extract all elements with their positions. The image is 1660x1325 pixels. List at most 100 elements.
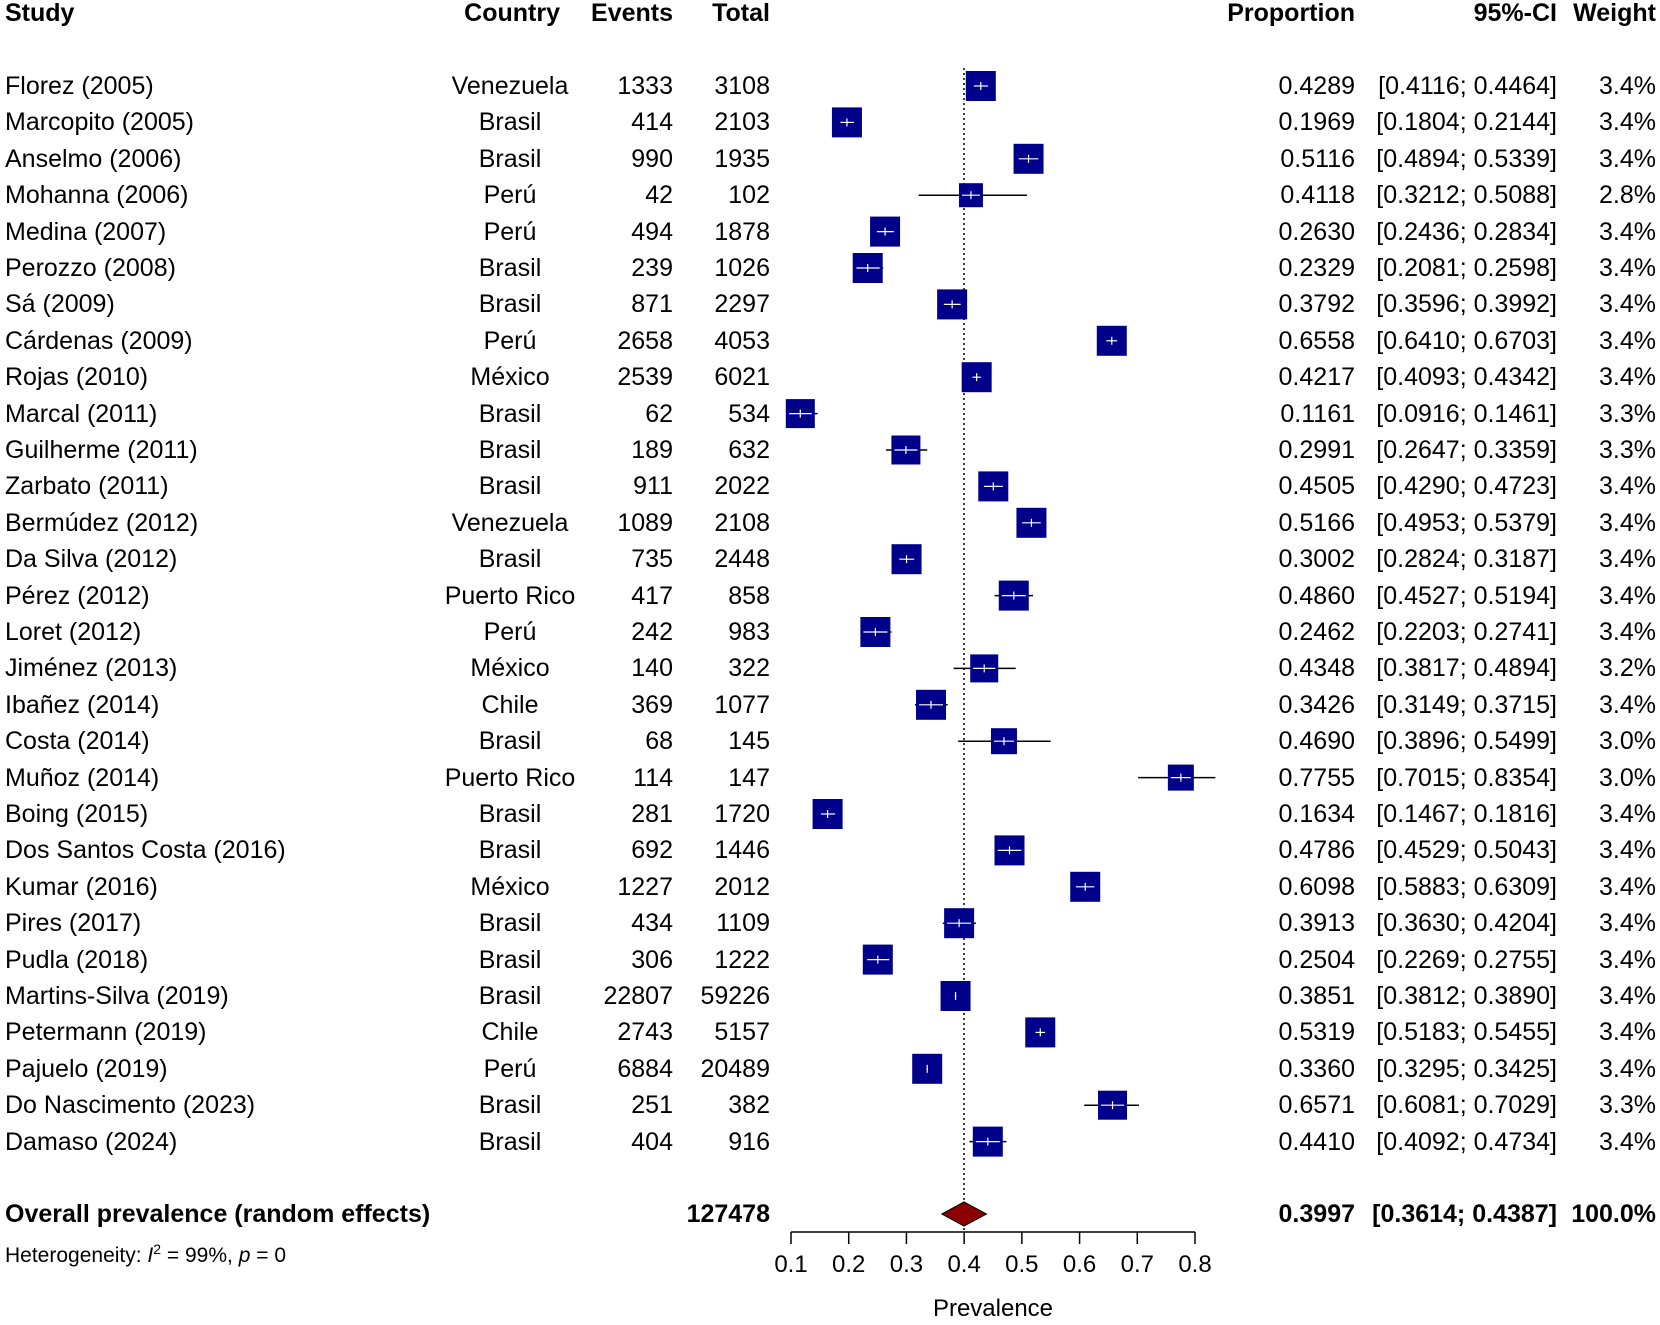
row-total: 2297 (714, 290, 770, 318)
heterogeneity-middle: = 99%, (161, 1244, 239, 1267)
row-ci: [0.5183; 0.5455] (1376, 1018, 1557, 1046)
row-proportion: 0.4786 (1278, 836, 1355, 864)
row-proportion: 0.4118 (1280, 181, 1355, 209)
heterogeneity: Heterogeneity: I2 = 99%, p = 0 (5, 1234, 286, 1271)
row-country: Brasil (478, 145, 542, 173)
row-events: 871 (631, 290, 673, 318)
header-country: Country (464, 0, 560, 27)
row-events: 114 (633, 764, 673, 792)
row-study: Bermúdez (2012) (5, 509, 199, 537)
row-weight: 3.4% (1599, 509, 1656, 537)
row-country: Chile (481, 691, 539, 719)
x-tick-label: 0.6 (1063, 1251, 1096, 1278)
row-total: 1109 (716, 909, 770, 937)
row-study: Perozzo (2008) (5, 254, 176, 282)
row-events: 735 (631, 545, 673, 573)
row-events: 42 (645, 181, 673, 209)
heterogeneity-suffix: = 0 (250, 1244, 287, 1267)
row-total: 1446 (714, 836, 770, 864)
row-ci: [0.2269; 0.2755] (1376, 946, 1557, 974)
row-weight: 3.4% (1599, 290, 1656, 318)
row-events: 251 (631, 1091, 673, 1119)
row-proportion: 0.6558 (1278, 327, 1355, 355)
row-events: 417 (631, 582, 673, 610)
row-study: Marcopito (2005) (5, 108, 194, 136)
row-ci: [0.3295; 0.3425] (1376, 1055, 1557, 1083)
row-ci: [0.4953; 0.5379] (1376, 509, 1557, 537)
row-total: 983 (728, 618, 770, 646)
row-weight: 3.4% (1599, 1128, 1656, 1156)
row-ci: [0.5883; 0.6309] (1376, 873, 1557, 901)
header-proportion: Proportion (1227, 0, 1355, 27)
row-proportion: 0.1969 (1278, 108, 1355, 136)
row-proportion: 0.4217 (1278, 363, 1355, 391)
row-proportion: 0.5166 (1278, 509, 1355, 537)
overall-ci: [0.3614; 0.4387] (1372, 1200, 1557, 1228)
row-weight: 3.4% (1599, 800, 1656, 828)
row-events: 189 (631, 436, 673, 464)
row-ci: [0.2647; 0.3359] (1376, 436, 1557, 464)
x-tick-label: 0.1 (774, 1251, 807, 1278)
row-weight: 3.2% (1599, 654, 1656, 682)
row-weight: 3.4% (1599, 72, 1656, 100)
row-events: 494 (631, 218, 673, 246)
row-ci: [0.4527; 0.5194] (1376, 582, 1557, 610)
row-proportion: 0.1634 (1278, 800, 1355, 828)
row-weight: 3.0% (1599, 727, 1656, 755)
row-ci: [0.1467; 0.1816] (1376, 800, 1557, 828)
row-total: 1878 (714, 218, 770, 246)
x-tick-label: 0.4 (947, 1251, 980, 1278)
row-proportion: 0.4860 (1278, 582, 1355, 610)
row-events: 22807 (603, 982, 673, 1010)
x-axis-label: Prevalence (933, 1295, 1053, 1322)
row-events: 239 (631, 254, 673, 282)
row-proportion: 0.3426 (1278, 691, 1355, 719)
row-study: Boing (2015) (5, 800, 149, 828)
row-country: Brasil (478, 1091, 542, 1119)
row-events: 62 (645, 400, 673, 428)
row-study: Zarbato (2011) (5, 472, 169, 500)
row-country: Chile (481, 1018, 539, 1046)
row-weight: 3.3% (1599, 400, 1656, 428)
row-events: 2658 (617, 327, 673, 355)
row-weight: 3.4% (1599, 836, 1656, 864)
row-total: 145 (728, 727, 770, 755)
row-country: Brasil (478, 400, 542, 428)
row-total: 2448 (714, 545, 770, 573)
row-country: Brasil (478, 545, 542, 573)
row-events: 68 (645, 727, 673, 755)
row-country: Brasil (478, 946, 542, 974)
row-total: 2103 (714, 108, 770, 136)
row-ci: [0.7015; 0.8354] (1376, 764, 1557, 792)
row-ci: [0.4894; 0.5339] (1376, 145, 1557, 173)
row-study: Muñoz (2014) (5, 764, 160, 792)
overall-proportion: 0.3997 (1278, 1200, 1355, 1228)
row-total: 916 (728, 1128, 770, 1156)
row-total: 4053 (714, 327, 770, 355)
row-total: 534 (728, 400, 770, 428)
row-weight: 3.4% (1599, 618, 1656, 646)
row-events: 404 (631, 1128, 673, 1156)
row-ci: [0.3596; 0.3992] (1376, 290, 1557, 318)
heterogeneity-p: p (238, 1244, 251, 1267)
x-tick-label: 0.8 (1178, 1251, 1211, 1278)
row-proportion: 0.1161 (1280, 400, 1355, 428)
row-events: 990 (631, 145, 673, 173)
row-ci: [0.6410; 0.6703] (1376, 327, 1557, 355)
x-tick-label: 0.7 (1121, 1251, 1154, 1278)
row-total: 858 (728, 582, 770, 610)
x-tick-label: 0.5 (1005, 1251, 1038, 1278)
row-country: Perú (483, 1055, 537, 1083)
row-ci: [0.3212; 0.5088] (1376, 181, 1557, 209)
row-study: Dos Santos Costa (2016) (5, 836, 286, 864)
row-weight: 3.4% (1599, 363, 1656, 391)
row-total: 147 (728, 764, 770, 792)
row-study: Pires (2017) (5, 909, 142, 937)
row-ci: [0.4116; 0.4464] (1378, 72, 1557, 100)
row-events: 2743 (617, 1018, 673, 1046)
overall-diamond (940, 1201, 988, 1227)
row-ci: [0.0916; 0.1461] (1376, 400, 1557, 428)
row-total: 59226 (700, 982, 770, 1010)
row-country: Brasil (478, 909, 542, 937)
row-ci: [0.4290; 0.4723] (1376, 472, 1557, 500)
